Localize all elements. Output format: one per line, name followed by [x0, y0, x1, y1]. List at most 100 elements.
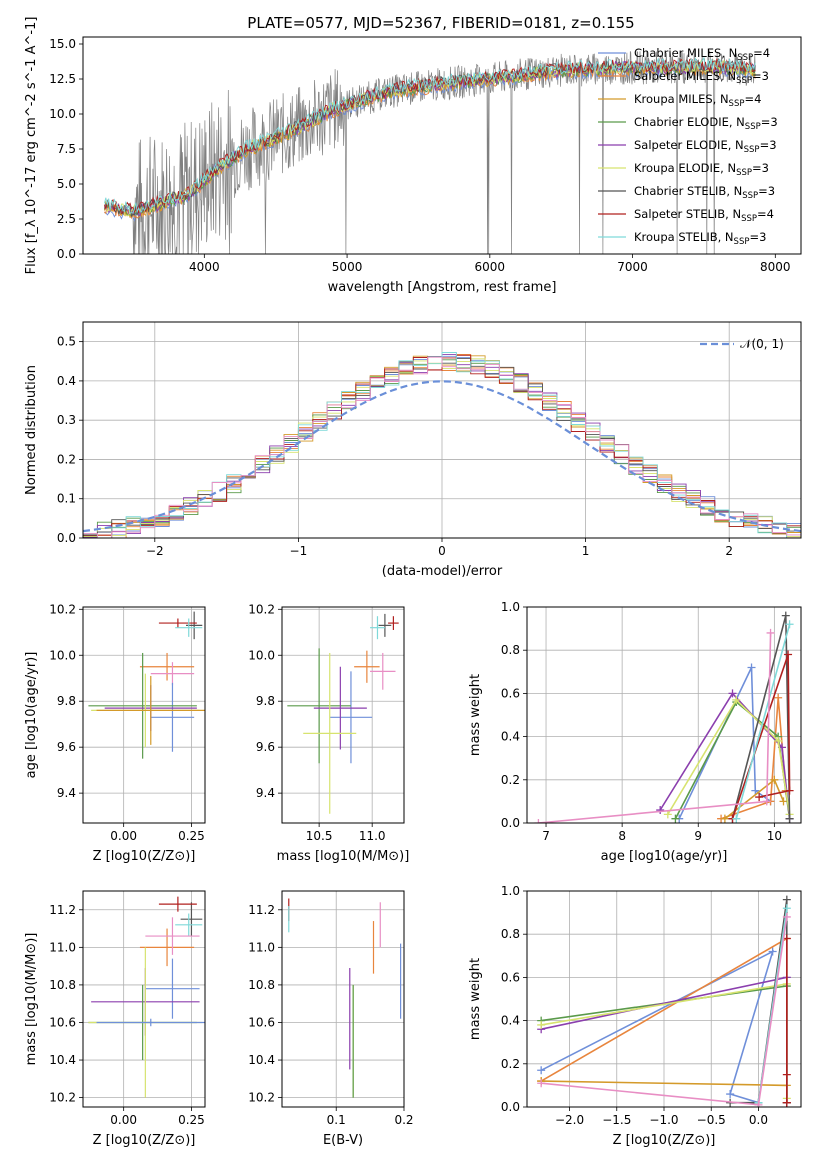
x-tick-label: 0.25 [178, 1113, 205, 1127]
y-tick-label: 0.2 [57, 452, 76, 466]
age-vs-mass-panel: 10.5 11.0 9.4 9.6 9.8 10.0 10.2 mass [log10(M/M… [248, 602, 409, 864]
y-tick-label: 1.0 [501, 600, 520, 614]
y-tick-label: 0.2 [501, 773, 520, 787]
x-tick-label: 1 [582, 544, 590, 558]
legend-label: Salpeter STELIB, NSSP=4 [634, 207, 774, 224]
y-tick-label: 11.2 [49, 903, 76, 917]
mass-weight-point-marker [663, 810, 672, 819]
mass-weight-point-marker [784, 650, 793, 659]
legend-label: Chabrier STELIB, NSSP=3 [634, 184, 775, 201]
spectrum-panel: 4000 5000 6000 7000 8000 0.0 2.5 5.0 7.5 10.0 12.5… [24, 17, 802, 295]
x-tick-label: 0.0 [749, 1113, 768, 1127]
y-tick-label: 12.5 [49, 72, 76, 86]
y-tick-label: 2.5 [57, 212, 76, 226]
y-tick-label: 10.6 [248, 1015, 275, 1029]
y-tick-label: 10.2 [49, 602, 76, 616]
x-tick-label: 0.1 [327, 1113, 346, 1127]
x-tick-label: −2 [146, 544, 164, 558]
mass-weight-point-marker [766, 628, 775, 637]
axes-frame [526, 606, 802, 824]
y-tick-label: 0.4 [501, 1014, 520, 1028]
mass-weight-point-marker [720, 814, 729, 823]
mass-weight-point-marker [779, 797, 788, 806]
mass-weight-point-marker [782, 1070, 791, 1079]
mass-weight-point-marker [671, 814, 680, 823]
y-axis-label: Normed distribution [24, 365, 39, 495]
legend-label: Kroupa MILES, NSSP=4 [634, 92, 761, 109]
y-tick-label: 0.0 [501, 1100, 520, 1114]
x-tick-label: −1.0 [649, 1113, 678, 1127]
mass-weight-series-line [735, 624, 791, 819]
legend-label: Salpeter ELODIE, NSSP=3 [634, 138, 777, 155]
axes-frame [281, 890, 405, 1108]
residual-histogram-step [83, 356, 801, 538]
y-tick-label: 10.4 [49, 1053, 76, 1067]
figure-title: PLATE=0577, MJD=52367, FIBERID=0181, z=0… [247, 14, 634, 32]
x-tick-label: −0.5 [697, 1113, 726, 1127]
x-axis-label: (data-model)/error [382, 564, 503, 579]
y-tick-label: 0.3 [57, 413, 76, 427]
y-tick-label: 9.8 [256, 694, 275, 708]
y-tick-label: 10.0 [248, 648, 275, 662]
residual-histogram-panel: −2 −1 0 1 2 0.0 0.1 0.2 0.3 0.4 0.5 (data-model)/er… [24, 321, 802, 579]
x-tick-label: 5000 [332, 260, 363, 274]
y-tick-label: 10.2 [49, 1091, 76, 1105]
y-tick-label: 5.0 [57, 177, 76, 191]
y-tick-label: 10.4 [248, 1053, 275, 1067]
mass-weight-point-marker [726, 1090, 735, 1099]
mass-weight-point-marker [781, 611, 790, 620]
mass-weight-point-marker [768, 947, 777, 956]
x-axis-label: mass [log10(M/M⊙)] [277, 849, 410, 864]
x-axis-label: Z [log10(Z/Z⊙)] [613, 1133, 716, 1148]
x-axis-label: E(B-V) [323, 1133, 363, 1148]
x-tick-label: 7000 [617, 260, 648, 274]
plot-area [103, 50, 756, 254]
gaussian-reference-curve [83, 380, 801, 533]
y-tick-label: 0.4 [57, 374, 76, 388]
mass-weight-point-marker [782, 1098, 791, 1107]
mass-weight-point-marker [534, 819, 543, 823]
model-spectrum-line [104, 58, 756, 218]
mass-weight-point-marker [785, 786, 794, 795]
y-axis-label: mass weight [468, 674, 483, 756]
y-tick-label: 10.6 [49, 1015, 76, 1029]
x-tick-label: 4000 [189, 260, 220, 274]
mass-vs-reddening-panel: 0.1 0.2 10.2 10.4 10.6 10.8 11.0 11.2 E(B-V) [248, 890, 414, 1148]
mass-weight-point-marker [774, 736, 783, 745]
y-tick-label: 11.0 [248, 940, 275, 954]
x-tick-label: 6000 [475, 260, 506, 274]
mass-weight-point-marker [782, 912, 791, 921]
y-tick-label: 0.5 [57, 335, 76, 349]
mass-weight-point-marker [754, 1100, 763, 1107]
y-tick-label: 0.0 [57, 531, 76, 545]
y-tick-label: 10.0 [49, 107, 76, 121]
mass-weight-point-marker [785, 814, 794, 823]
x-axis-label: Z [log10(Z/Z⊙)] [93, 1133, 196, 1148]
mass-weight-point-marker [782, 895, 791, 904]
x-tick-label: 10.5 [306, 829, 333, 843]
x-tick-label: −1.5 [602, 1113, 631, 1127]
y-tick-label: 1.0 [501, 884, 520, 898]
x-axis-label: Z [log10(Z/Z⊙)] [93, 849, 196, 864]
y-tick-label: 0.6 [501, 686, 520, 700]
mass-weight-point-marker [755, 793, 764, 802]
mass-weight-point-marker [728, 689, 737, 698]
x-tick-label: 11.0 [359, 829, 386, 843]
mass-weight-series-line [731, 615, 791, 819]
plot-area [527, 607, 801, 823]
y-axis-label: mass [log10(M/M⊙)] [24, 933, 39, 1066]
y-tick-label: 10.8 [248, 978, 275, 992]
y-tick-label: 11.0 [49, 940, 76, 954]
legend-label: Salpeter MILES, NSSP=3 [634, 69, 769, 86]
y-tick-label: 0.0 [57, 247, 76, 261]
mass-weight-point-marker [537, 1079, 546, 1088]
mass-weight-point-marker [747, 663, 756, 672]
y-tick-label: 9.8 [57, 694, 76, 708]
model-spectrum-line [103, 58, 756, 215]
age-vs-metallicity-panel: 0.00 0.25 9.4 9.6 9.8 10.0 10.2 Z [log10(Z/Z⊙)]… [24, 602, 206, 864]
x-tick-label: 10 [767, 829, 782, 843]
x-tick-label: 7 [542, 829, 550, 843]
mass-weight-point-marker [782, 904, 791, 913]
plot-area [83, 322, 801, 538]
